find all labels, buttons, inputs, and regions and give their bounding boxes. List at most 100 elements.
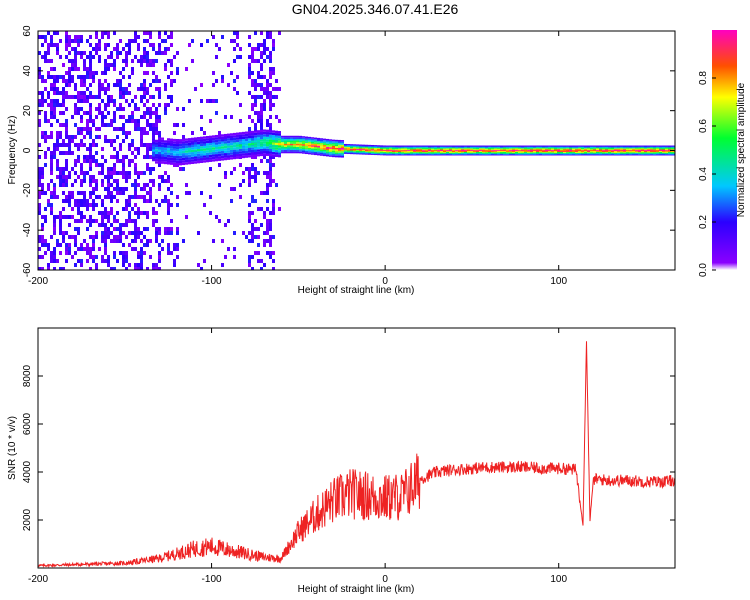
heatmap-cell	[614, 154, 617, 156]
heatmap-cell	[257, 47, 260, 51]
heatmap-cell	[233, 167, 236, 171]
heatmap-cell	[173, 146, 176, 149]
heatmap-cell	[110, 95, 113, 99]
heatmap-cell	[146, 111, 149, 115]
heatmap-cell	[491, 145, 494, 147]
heatmap-cell	[467, 148, 470, 150]
colorbar-tick-label: 0.0	[698, 263, 709, 277]
heatmap-cell	[38, 179, 41, 183]
heatmap-cell	[497, 154, 500, 156]
heatmap-cell	[458, 148, 461, 150]
heatmap-cell	[272, 267, 275, 270]
heatmap-cell	[665, 145, 668, 147]
heatmap-cell	[92, 159, 95, 163]
heatmap-cell	[425, 153, 428, 155]
heatmap-cell	[176, 153, 179, 156]
heatmap-cell	[71, 207, 74, 211]
heatmap-cell	[206, 136, 209, 139]
heatmap-cell	[161, 39, 164, 43]
heatmap-cell	[281, 151, 284, 154]
heatmap-cell	[164, 103, 167, 107]
heatmap-cell	[101, 211, 104, 215]
heatmap-cell	[239, 195, 242, 199]
heatmap-cell	[77, 147, 80, 151]
heatmap-cell	[206, 147, 209, 151]
heatmap-cell	[269, 75, 272, 79]
heatmap-cell	[173, 155, 176, 159]
heatmap-cell	[98, 223, 101, 227]
heatmap-cell	[416, 150, 419, 152]
heatmap-cell	[182, 167, 185, 171]
heatmap-cell	[251, 51, 254, 55]
heatmap-cell	[542, 152, 545, 154]
x-tick-label: 100	[550, 276, 567, 287]
heatmap-cell	[221, 155, 224, 159]
heatmap-cell	[149, 255, 152, 259]
heatmap-cell	[266, 95, 269, 99]
heatmap-cell	[347, 147, 350, 149]
heatmap-cell	[368, 148, 371, 150]
heatmap-cell	[275, 130, 278, 134]
heatmap-cell	[656, 153, 659, 155]
heatmap-cell	[389, 151, 392, 153]
heatmap-cell	[506, 149, 509, 152]
heatmap-cell	[197, 231, 200, 235]
heatmap-cell	[317, 152, 320, 154]
heatmap-cell	[95, 263, 98, 267]
heatmap-cell	[131, 99, 134, 103]
heatmap-cell	[167, 150, 170, 153]
heatmap-cell	[365, 150, 368, 152]
heatmap-cell	[116, 47, 119, 51]
heatmap-cell	[593, 149, 596, 151]
snr-x-axis-label: Height of straight line (km)	[298, 584, 415, 595]
heatmap-cell	[554, 150, 557, 152]
heatmap-cell	[137, 211, 140, 215]
heatmap-cell	[98, 43, 101, 47]
heatmap-cell	[122, 47, 125, 51]
heatmap-cell	[326, 153, 329, 155]
heatmap-cell	[434, 152, 437, 154]
heatmap-cell	[44, 119, 47, 123]
heatmap-cell	[137, 87, 140, 91]
heatmap-cell	[185, 67, 188, 71]
heatmap-cell	[656, 146, 659, 148]
heatmap-cell	[635, 145, 638, 147]
heatmap-cell	[254, 31, 257, 35]
heatmap-cell	[398, 153, 401, 155]
heatmap-cell	[167, 243, 170, 247]
heatmap-cell	[194, 151, 197, 155]
heatmap-cell	[50, 111, 53, 115]
heatmap-cell	[167, 147, 170, 151]
heatmap-cell	[116, 183, 119, 187]
heatmap-cell	[245, 145, 248, 149]
heatmap-cell	[239, 55, 242, 59]
heatmap-cell	[152, 43, 155, 47]
heatmap-cell	[269, 71, 272, 75]
heatmap-cell	[611, 153, 614, 155]
heatmap-cell	[275, 145, 278, 148]
heatmap-cell	[92, 179, 95, 183]
heatmap-cell	[497, 151, 500, 153]
heatmap-cell	[518, 152, 521, 154]
heatmap-cell	[185, 159, 188, 163]
heatmap-cell	[191, 149, 194, 153]
heatmap-cell	[353, 145, 356, 147]
heatmap-cell	[281, 138, 284, 141]
heatmap-cell	[128, 163, 131, 167]
heatmap-cell	[362, 149, 365, 151]
heatmap-cell	[206, 157, 209, 160]
heatmap-cell	[134, 147, 137, 151]
heatmap-cell	[83, 95, 86, 99]
heatmap-cell	[107, 43, 110, 47]
heatmap-cell	[587, 148, 590, 150]
heatmap-cell	[107, 99, 110, 103]
heatmap-cell	[149, 59, 152, 63]
heatmap-cell	[155, 235, 158, 239]
heatmap-cell	[50, 235, 53, 239]
colorbar-tick-label: 0.2	[698, 215, 709, 229]
heatmap-cell	[341, 143, 344, 145]
heatmap-cell	[149, 187, 152, 191]
heatmap-cell	[74, 171, 77, 175]
heatmap-cell	[86, 87, 89, 91]
heatmap-cell	[500, 152, 503, 154]
